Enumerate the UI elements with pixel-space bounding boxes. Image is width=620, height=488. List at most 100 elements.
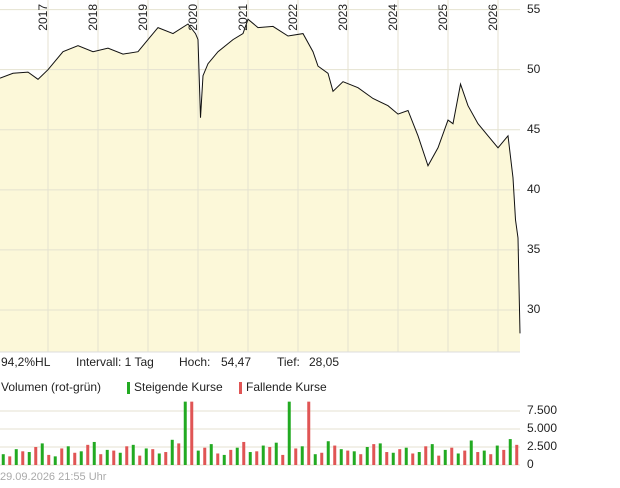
volume-bar (255, 451, 259, 465)
volume-bar (261, 445, 265, 465)
volume-bars (1, 401, 519, 465)
x-tick-label: 2022 (286, 4, 300, 31)
volume-bar (346, 450, 350, 465)
volume-bar (131, 444, 135, 465)
volume-bar (372, 444, 376, 465)
volume-bar (170, 439, 174, 465)
x-tick-label: 2021 (236, 4, 250, 31)
volume-bar (469, 440, 473, 465)
legend-label: Fallende Kurse (246, 380, 327, 394)
legend-swatch (127, 382, 130, 394)
stat-interval: Intervall: 1 Tag (76, 355, 154, 369)
volume-bar (222, 454, 226, 465)
volume-bar (359, 454, 363, 465)
volume-bar (99, 454, 103, 465)
price-area (0, 19, 520, 352)
volume-bar (287, 401, 291, 465)
volume-bar (274, 442, 278, 465)
volume-bar (398, 449, 402, 465)
y-tick-label: 2.500 (527, 439, 557, 453)
volume-bar (352, 451, 356, 465)
volume-bar (443, 449, 447, 465)
x-tick-label: 2018 (86, 4, 100, 31)
volume-bar (294, 448, 298, 465)
volume-bar (177, 443, 181, 465)
volume-bar (456, 453, 460, 465)
volume-bar (14, 449, 18, 465)
volume-bar (79, 451, 83, 465)
volume-bar (339, 449, 343, 465)
volume-bar (47, 454, 51, 465)
volume-bar (157, 453, 161, 465)
x-tick-label: 2017 (36, 4, 50, 31)
legend-swatch (239, 382, 242, 394)
footer: 29.09.2026 21:55 Uhr (0, 471, 107, 483)
volume-bar (385, 452, 389, 465)
price-line (0, 18, 521, 334)
x-tick-label: 2019 (136, 4, 150, 31)
volume-bar (151, 449, 155, 465)
volume-title: Volumen (rot-grün) (1, 380, 101, 394)
volume-bar (450, 447, 454, 465)
volume-bar (40, 443, 44, 465)
volume-bar (378, 443, 382, 465)
volume-bar (248, 452, 252, 465)
volume-bar (229, 449, 233, 465)
y-tick-label: 50 (527, 62, 541, 76)
volume-bar (281, 454, 285, 465)
volume-bar (411, 453, 415, 465)
volume-bar (333, 445, 337, 465)
stat-high-label: Hoch: (179, 355, 210, 369)
stat-hl: 94,2%HL (1, 355, 51, 369)
volume-bar (235, 447, 239, 465)
volume-bar (138, 455, 142, 465)
volume-bar (515, 444, 519, 465)
volume-bar (118, 452, 122, 465)
volume-bar (27, 452, 31, 465)
volume-bar (495, 445, 499, 465)
volume-bar (8, 456, 12, 465)
volume-bar (508, 439, 512, 465)
y-tick-label: 7.500 (527, 403, 557, 417)
volume-bar (209, 444, 213, 465)
volume-bar (463, 450, 467, 465)
y-tick-label: 0 (527, 457, 534, 471)
x-tick-label: 2023 (336, 4, 350, 31)
volume-bar (105, 449, 109, 465)
stat-low-label: Tief: (277, 355, 300, 369)
volume-bar (300, 446, 304, 465)
x-tick-label: 2024 (386, 4, 400, 31)
volume-bar (430, 444, 434, 465)
volume-bar (112, 450, 116, 465)
volume-bar (190, 401, 194, 465)
y-tick-label: 35 (527, 242, 541, 256)
volume-bar (196, 450, 200, 465)
volume-bar (437, 455, 441, 465)
volume-bar (502, 449, 506, 465)
volume-bar (489, 454, 493, 465)
volume-bar (66, 446, 70, 465)
volume-bar (203, 447, 207, 465)
volume-bar (60, 448, 64, 465)
volume-bar (21, 451, 25, 465)
volume-bar (92, 441, 96, 465)
volume-bar (53, 456, 57, 465)
volume-bar (391, 452, 395, 465)
volume-bar (34, 447, 38, 465)
volume-bar (242, 441, 246, 465)
volume-bar (365, 447, 369, 465)
volume-bar (73, 452, 77, 465)
y-tick-label: 40 (527, 182, 541, 196)
volume-bar (307, 401, 311, 465)
volume-bar (216, 453, 220, 465)
volume-bar (313, 454, 317, 465)
y-tick-label: 45 (527, 122, 541, 136)
volume-bar (326, 441, 330, 465)
stat-high: 54,47 (221, 355, 251, 369)
volume-bar (320, 452, 324, 465)
volume-bar (424, 446, 428, 465)
volume-bar (268, 447, 272, 465)
volume-bar (417, 452, 421, 465)
